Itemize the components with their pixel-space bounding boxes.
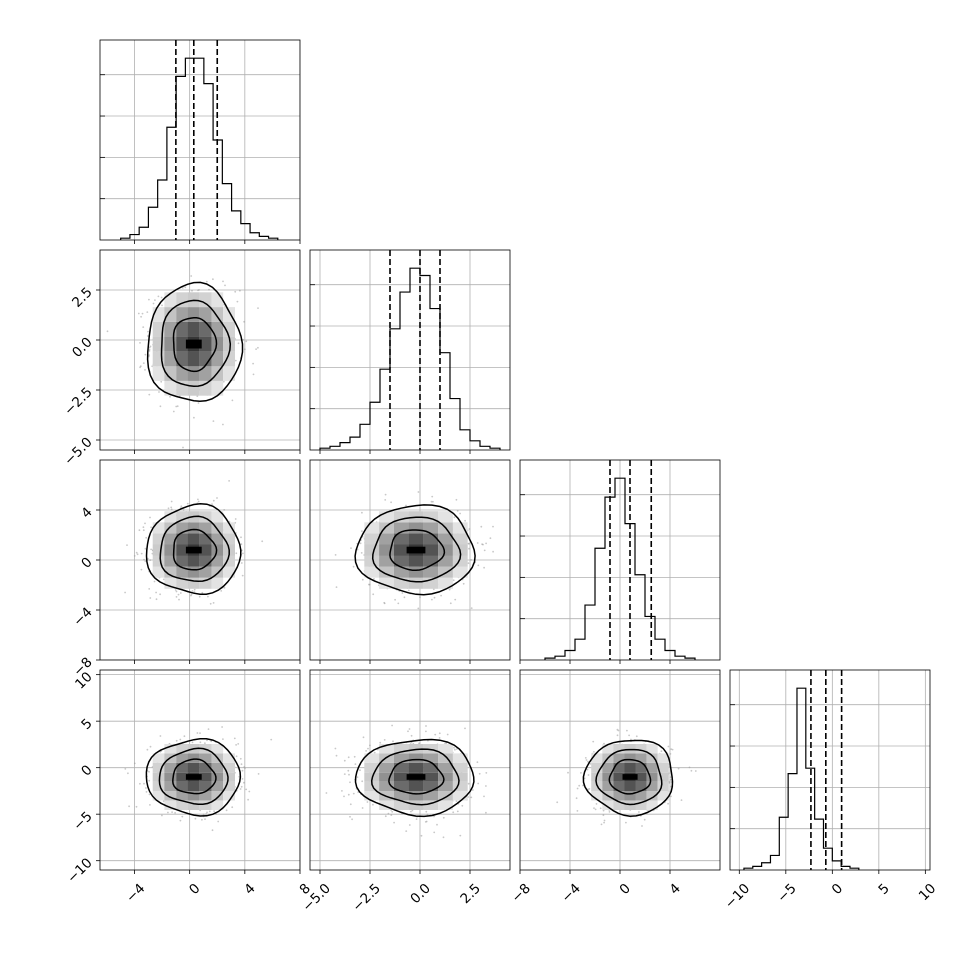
y-tick-label: −4: [70, 604, 95, 629]
density-panel-2-0: −8−404: [70, 459, 301, 680]
x-tick-label: −4: [559, 881, 584, 906]
density-peak-1-0: [185, 339, 202, 349]
x-tick-label: 0: [186, 881, 203, 898]
panel-frame: [99, 669, 301, 871]
histogram-0: [120, 57, 279, 240]
panel-frame: [309, 249, 511, 451]
density-panel-3-1: −5.0 −2.5 0.0 2.5: [299, 669, 511, 915]
contour-1-0-0: [172, 316, 218, 373]
panel-frame: [99, 459, 301, 661]
panel-frame: [309, 669, 511, 871]
histogram-panel-3: −10 −5 0 5 10: [722, 669, 939, 912]
y-tick-label: 5: [78, 716, 95, 733]
histogram-panel-2: [519, 459, 721, 664]
density-grid-2-0: [152, 511, 235, 589]
panel-frame: [729, 669, 931, 871]
y-tick-label: −2.5: [61, 384, 95, 418]
density-peak-3-2: [622, 774, 638, 780]
density-panel-3-2: −8 −4 0 4: [509, 669, 721, 906]
y-tick-label: −5.0: [61, 434, 95, 468]
density-grid-1-0: [152, 292, 235, 396]
density-peak-3-1: [406, 774, 426, 780]
panel-frame: [99, 249, 301, 451]
contour-2-1-1: [371, 516, 462, 583]
panel-frame: [99, 39, 301, 241]
x-tick-label: 5: [875, 881, 892, 898]
x-tick-label: 0: [829, 881, 846, 898]
contour-2-0-2: [145, 502, 242, 595]
x-tick-label: 0: [617, 881, 634, 898]
contour-3-0-1: [158, 747, 229, 806]
x-tick-label: −4: [123, 881, 148, 906]
x-tick-label: −5: [774, 881, 799, 906]
contour-2-0-0: [172, 528, 218, 571]
contour-2-1-2: [354, 504, 476, 596]
contour-3-2-1: [595, 748, 663, 806]
y-tick-label: 0: [78, 762, 95, 779]
contour-3-1-0: [388, 758, 445, 795]
y-tick-label: −5: [70, 809, 95, 834]
density-peak-3-0: [185, 774, 202, 780]
density-panel-1-0: −5.0 −2.5 0.0 2.5: [61, 249, 301, 469]
contour-3-1-1: [370, 748, 460, 806]
y-tick-label: 2.5: [69, 284, 96, 311]
x-tick-label: 4: [241, 881, 258, 898]
x-tick-label: −8: [509, 881, 534, 906]
contour-3-2-2: [582, 739, 674, 817]
x-tick-label: 10: [916, 881, 939, 904]
x-tick-label: −10: [722, 881, 753, 912]
histogram-1: [319, 267, 501, 450]
panel-frame: [309, 459, 511, 661]
contour-3-1-2: [354, 738, 475, 818]
x-tick-label: 0.0: [407, 881, 434, 908]
histogram-panel-0: [99, 39, 301, 244]
contour-3-2-0: [608, 758, 652, 795]
contour-3-0-0: [172, 758, 217, 795]
y-tick-label: 0: [78, 554, 95, 571]
density-panel-2-1: [309, 459, 511, 664]
y-tick-label: 4: [78, 504, 95, 521]
contour-3-0-2: [145, 737, 242, 817]
density-peak-2-1: [406, 546, 426, 554]
x-tick-label: 2.5: [457, 881, 484, 908]
contour-1-0-2: [146, 281, 244, 403]
contour-2-0-1: [159, 515, 230, 583]
y-tick-label: 0.0: [69, 334, 96, 361]
histogram-2: [544, 477, 696, 660]
density-peak-2-0: [185, 546, 202, 554]
contour-2-1-0: [389, 529, 446, 572]
x-tick-label: −2.5: [349, 881, 383, 915]
histogram-panel-1: [309, 249, 511, 454]
y-tick-label: −10: [64, 855, 95, 886]
contour-1-0-1: [160, 299, 232, 387]
x-tick-label: 4: [667, 881, 684, 898]
